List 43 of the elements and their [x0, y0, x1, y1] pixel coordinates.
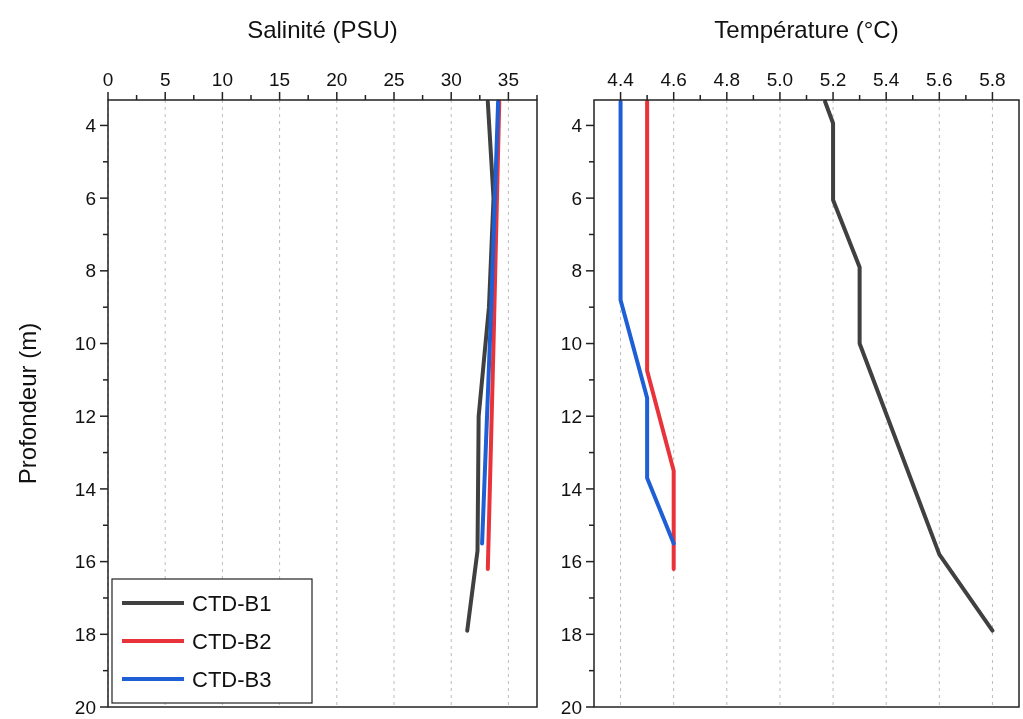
- x-tick-label: 0: [102, 69, 114, 90]
- x-tick-label: 5.2: [819, 69, 847, 90]
- y-tick-label: 14: [560, 478, 583, 500]
- x-tick-label: 30: [440, 69, 462, 90]
- legend-label: CTD-B3: [192, 666, 272, 692]
- y-tick-label: 8: [571, 260, 582, 282]
- y-tick-label: 10: [560, 333, 582, 355]
- x-tick-label: 25: [383, 69, 405, 90]
- y-tick-label: 12: [74, 405, 96, 427]
- y-tick-label: 16: [560, 551, 582, 573]
- x-tick-label: 4.8: [713, 69, 741, 90]
- legend-label: CTD-B2: [192, 628, 272, 654]
- y-tick-label: 16: [74, 551, 96, 573]
- y-tick-label: 6: [571, 187, 582, 209]
- y-tick-label: 4: [571, 115, 583, 137]
- line-series: [645, 99, 676, 571]
- y-tick-label: 10: [74, 333, 96, 355]
- y-tick-label: 14: [74, 478, 97, 500]
- y-tick-label: 8: [85, 260, 96, 282]
- y-tick-label: 20: [74, 696, 96, 718]
- y-tick-label: 6: [85, 187, 96, 209]
- x-tick-label: 5.6: [926, 69, 953, 90]
- y-tick-label: 4: [85, 115, 97, 137]
- x-tick-label: 4.6: [660, 69, 687, 90]
- line-series: [618, 99, 676, 546]
- x-tick-label: 35: [497, 69, 519, 90]
- x-tick-label: 5.0: [766, 69, 794, 90]
- x-tick-label: 20: [326, 69, 348, 90]
- line-series: [823, 99, 995, 633]
- x-axis-title: Température (°C): [714, 16, 899, 43]
- y-tick-label: 18: [74, 623, 96, 645]
- x-tick-label: 15: [269, 69, 291, 90]
- x-tick-label: 10: [211, 69, 233, 90]
- y-tick-label: 18: [560, 623, 582, 645]
- x-axis-title: Salinité (PSU): [247, 16, 398, 43]
- x-tick-label: 5.8: [979, 69, 1006, 90]
- x-tick-label: 5.4: [872, 69, 900, 90]
- y-tick-label: 12: [560, 405, 582, 427]
- x-tick-label: 4.4: [607, 69, 635, 90]
- legend-label: CTD-B1: [192, 590, 272, 616]
- y-axis-title: Profondeur (m): [14, 322, 41, 485]
- y-tick-label: 20: [560, 696, 582, 718]
- x-tick-label: 5: [159, 69, 171, 90]
